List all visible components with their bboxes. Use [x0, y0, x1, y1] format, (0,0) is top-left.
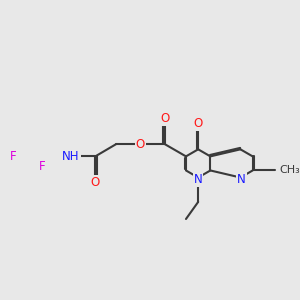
Text: N: N	[237, 173, 246, 186]
Text: O: O	[136, 138, 145, 151]
Text: F: F	[39, 160, 46, 172]
Text: N: N	[194, 173, 203, 186]
Text: F: F	[10, 150, 16, 163]
Text: NH: NH	[62, 150, 80, 163]
Text: O: O	[194, 117, 203, 130]
Text: O: O	[160, 112, 170, 125]
Text: CH₃: CH₃	[279, 166, 300, 176]
Text: O: O	[91, 176, 100, 188]
